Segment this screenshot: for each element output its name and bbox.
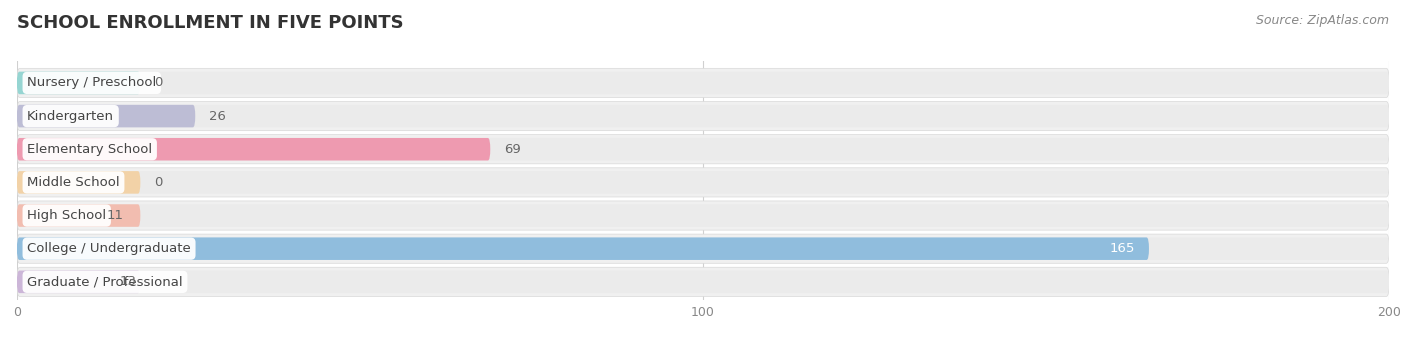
FancyBboxPatch shape xyxy=(17,237,1389,260)
FancyBboxPatch shape xyxy=(17,270,1389,293)
Text: 13: 13 xyxy=(120,275,136,288)
FancyBboxPatch shape xyxy=(17,102,1389,131)
FancyBboxPatch shape xyxy=(17,72,1389,94)
FancyBboxPatch shape xyxy=(17,168,1389,197)
Text: Graduate / Professional: Graduate / Professional xyxy=(27,275,183,288)
Text: Nursery / Preschool: Nursery / Preschool xyxy=(27,76,156,89)
Text: Middle School: Middle School xyxy=(27,176,120,189)
Text: College / Undergraduate: College / Undergraduate xyxy=(27,242,191,255)
FancyBboxPatch shape xyxy=(17,237,1149,260)
Text: 0: 0 xyxy=(155,176,163,189)
FancyBboxPatch shape xyxy=(17,171,1389,194)
FancyBboxPatch shape xyxy=(17,68,1389,98)
Text: Kindergarten: Kindergarten xyxy=(27,109,114,122)
FancyBboxPatch shape xyxy=(17,72,141,94)
FancyBboxPatch shape xyxy=(17,204,1389,227)
Text: 165: 165 xyxy=(1109,242,1135,255)
FancyBboxPatch shape xyxy=(17,138,1389,161)
FancyBboxPatch shape xyxy=(17,171,141,194)
FancyBboxPatch shape xyxy=(17,204,141,227)
FancyBboxPatch shape xyxy=(17,138,491,161)
FancyBboxPatch shape xyxy=(17,267,1389,296)
FancyBboxPatch shape xyxy=(17,270,141,293)
FancyBboxPatch shape xyxy=(17,135,1389,164)
Text: Source: ZipAtlas.com: Source: ZipAtlas.com xyxy=(1256,14,1389,27)
Text: Elementary School: Elementary School xyxy=(27,143,152,156)
Text: SCHOOL ENROLLMENT IN FIVE POINTS: SCHOOL ENROLLMENT IN FIVE POINTS xyxy=(17,14,404,32)
Text: 26: 26 xyxy=(209,109,226,122)
Text: High School: High School xyxy=(27,209,107,222)
FancyBboxPatch shape xyxy=(17,105,195,127)
FancyBboxPatch shape xyxy=(17,201,1389,230)
Text: 11: 11 xyxy=(105,209,124,222)
FancyBboxPatch shape xyxy=(17,105,1389,127)
Text: 0: 0 xyxy=(155,76,163,89)
Text: 69: 69 xyxy=(503,143,520,156)
FancyBboxPatch shape xyxy=(17,234,1389,263)
